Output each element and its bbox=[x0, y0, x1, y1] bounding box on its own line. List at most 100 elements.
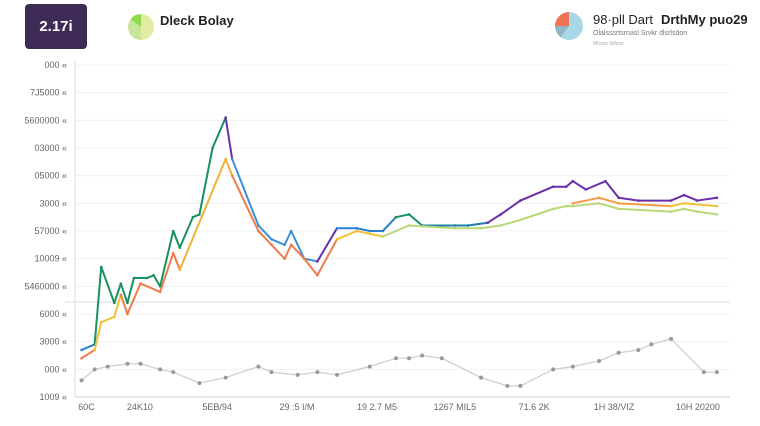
series-segment bbox=[316, 371, 338, 376]
series-segment bbox=[93, 265, 103, 346]
kpi-card: 2.17i bbox=[25, 4, 87, 49]
series-segment bbox=[571, 196, 600, 205]
data-point bbox=[105, 364, 110, 369]
series-segment bbox=[80, 368, 96, 382]
data-point bbox=[138, 361, 143, 366]
series-segment bbox=[408, 224, 456, 230]
x-tick-label: 60C bbox=[78, 402, 95, 412]
data-point bbox=[584, 188, 588, 191]
data-point bbox=[564, 204, 568, 208]
data-point bbox=[257, 229, 260, 233]
series-segment bbox=[172, 252, 181, 271]
series-segment bbox=[696, 210, 718, 216]
series-segment bbox=[683, 194, 699, 202]
series-segment bbox=[224, 365, 260, 379]
series-segment bbox=[139, 282, 162, 293]
right-pie-icon bbox=[555, 12, 583, 41]
data-point bbox=[367, 364, 372, 369]
pie-slice bbox=[141, 14, 154, 40]
series-segment bbox=[231, 174, 260, 232]
series-segment bbox=[499, 218, 522, 227]
x-tick-label: 19 2.7 M5 bbox=[357, 402, 397, 412]
pie-slice bbox=[560, 12, 583, 41]
series-segment bbox=[355, 230, 371, 235]
series-segment bbox=[637, 343, 653, 351]
data-point bbox=[119, 282, 123, 285]
series-segment bbox=[316, 227, 338, 263]
series-segment bbox=[408, 213, 424, 227]
series-segment bbox=[565, 180, 574, 188]
series-segment bbox=[172, 230, 181, 249]
data-point bbox=[479, 375, 484, 380]
series-segment bbox=[198, 376, 227, 384]
data-point bbox=[420, 353, 425, 358]
series-segment bbox=[369, 357, 397, 368]
series-segment bbox=[683, 202, 718, 208]
series-segment bbox=[394, 224, 411, 232]
data-point bbox=[695, 210, 699, 213]
y-tick-label: 3000 « bbox=[39, 337, 67, 347]
data-point bbox=[126, 312, 129, 316]
data-point bbox=[295, 372, 300, 377]
data-point bbox=[637, 199, 640, 202]
data-point bbox=[617, 202, 620, 205]
series-segment bbox=[119, 282, 129, 304]
series-segment bbox=[499, 199, 522, 216]
data-point bbox=[551, 185, 555, 189]
left-title: Dleck Bolay bbox=[160, 13, 234, 28]
series-segment bbox=[368, 232, 384, 238]
pie-slice bbox=[128, 19, 141, 40]
y-tick-label: 5460000 « bbox=[24, 281, 67, 291]
data-point bbox=[715, 196, 719, 200]
data-point bbox=[224, 116, 227, 119]
data-point bbox=[152, 273, 155, 277]
data-point bbox=[113, 315, 116, 319]
series-segment bbox=[467, 221, 489, 227]
series-segment bbox=[126, 282, 142, 315]
series-segment bbox=[618, 349, 639, 354]
data-point bbox=[269, 370, 274, 375]
data-point bbox=[119, 293, 123, 296]
data-point bbox=[617, 207, 620, 211]
data-point bbox=[669, 204, 673, 208]
data-point bbox=[368, 232, 372, 236]
x-tick-label: 1267 MIL5 bbox=[434, 402, 477, 412]
data-point bbox=[191, 215, 195, 219]
series-segment bbox=[297, 371, 319, 376]
data-point bbox=[113, 301, 116, 305]
y-tick-label: 03000 « bbox=[34, 143, 67, 153]
y-tick-label: 7J5000 « bbox=[30, 88, 67, 98]
data-point bbox=[270, 238, 273, 241]
right-title: 98·pll Dart DrthMy puo29 bbox=[593, 12, 748, 27]
right-subtitle: Olalsssrtsrnasl Srvkr dlsrlsdon bbox=[593, 30, 688, 37]
data-point bbox=[289, 229, 293, 233]
series-segment bbox=[394, 213, 411, 219]
data-point bbox=[178, 246, 182, 249]
data-point bbox=[80, 348, 83, 352]
pie-slice bbox=[555, 26, 569, 38]
series-segment bbox=[283, 230, 293, 246]
data-point bbox=[570, 364, 575, 369]
data-point bbox=[381, 235, 385, 238]
series-segment bbox=[604, 180, 620, 199]
data-point bbox=[355, 229, 358, 233]
series-segment bbox=[683, 207, 699, 213]
y-tick-label: 05000 « bbox=[34, 171, 67, 181]
y-tick-label: 10009 « bbox=[34, 254, 67, 264]
data-point bbox=[519, 218, 522, 222]
series-segment bbox=[598, 202, 620, 210]
series-segment bbox=[303, 257, 319, 263]
series-segment bbox=[107, 363, 129, 368]
data-point bbox=[505, 383, 510, 388]
series-segment bbox=[670, 207, 686, 213]
y-tick-label: 6000 « bbox=[39, 309, 67, 319]
data-point bbox=[649, 342, 654, 347]
x-tick-label: 5EB/94 bbox=[202, 402, 232, 412]
series-segment bbox=[159, 368, 174, 373]
series-segment bbox=[571, 180, 587, 191]
data-point bbox=[407, 356, 412, 361]
series-segment bbox=[598, 196, 620, 205]
series-segment bbox=[198, 147, 214, 216]
series-segment bbox=[480, 224, 502, 230]
